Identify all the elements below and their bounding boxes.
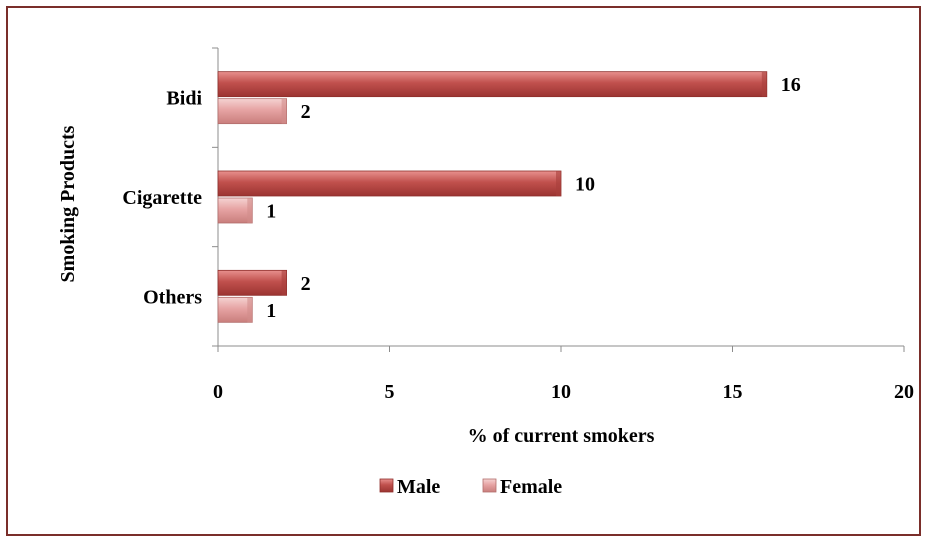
data-label: 16	[781, 74, 801, 96]
data-label: 1	[266, 201, 276, 223]
data-label: 2	[301, 101, 311, 123]
bar-cap	[556, 171, 561, 196]
data-label: 2	[301, 273, 311, 295]
x-tick-label: 10	[551, 381, 571, 403]
legend: Male Female	[379, 476, 562, 498]
legend-label-female: Female	[500, 476, 562, 498]
bar-female-bidi	[217, 98, 287, 125]
bar-female-others	[217, 296, 253, 323]
bar-cap	[247, 297, 253, 323]
legend-swatch-male	[379, 478, 394, 493]
bar-cap	[281, 270, 287, 296]
x-tick-label: 15	[723, 381, 743, 403]
bar-cap	[761, 71, 767, 97]
chart-frame: Smoking Products % of current smokers 0 5…	[6, 6, 921, 536]
x-tick-label: 5	[385, 381, 395, 403]
x-tick-label: 0	[213, 381, 223, 403]
data-label: 10	[575, 174, 595, 196]
data-label: 1	[266, 300, 276, 322]
chart-svg: Smoking Products % of current smokers 0 5…	[57, 47, 914, 498]
y-tick-label: Bidi	[166, 88, 202, 110]
bar-male-cigarette	[217, 170, 562, 197]
x-tick-label: 20	[894, 381, 914, 403]
legend-label-male: Male	[397, 476, 440, 498]
bar-male-others	[217, 269, 287, 296]
y-tick-label: Others	[143, 286, 202, 308]
bar-female-cigarette	[217, 197, 253, 224]
bar-cap	[281, 98, 287, 124]
ticks-layer: 0 5 10 15 20	[212, 47, 914, 403]
bar-male-bidi	[217, 71, 768, 98]
y-axis-title: Smoking Products	[57, 125, 79, 282]
x-axis-title: % of current smokers	[468, 425, 655, 447]
bars-layer: Bidi 16 2 Cigarette 10 1 Others 2 1	[122, 71, 801, 323]
bar-cap	[247, 198, 253, 223]
legend-swatch-female	[482, 478, 497, 493]
y-tick-label: Cigarette	[122, 187, 202, 209]
